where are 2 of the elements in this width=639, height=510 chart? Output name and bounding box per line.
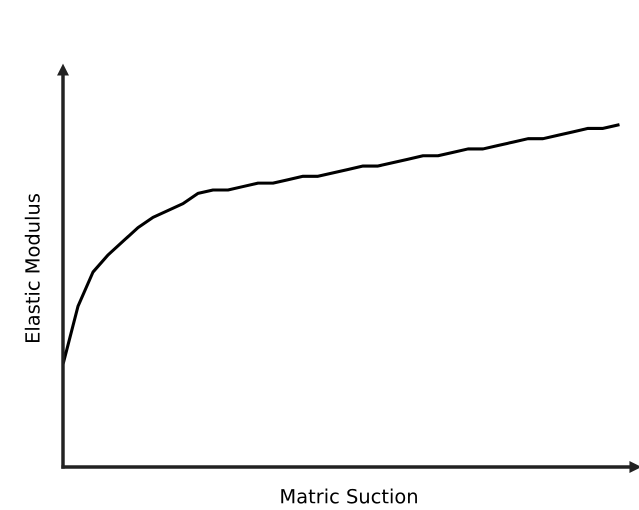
y-axis-title: Elastic Modulus <box>24 194 40 342</box>
x-axis-title: Matric Suction <box>281 488 417 504</box>
